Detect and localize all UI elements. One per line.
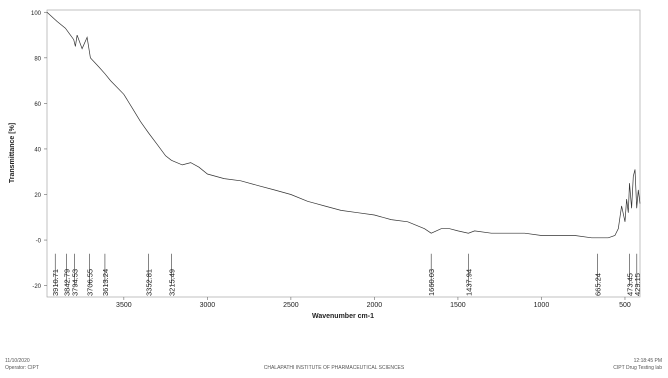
x-tick-label: 1500 [450,302,466,309]
peak-label: 3842.79 [63,269,72,296]
footer-operator: Operator: CIPT [5,365,39,371]
peak-label: 1660.03 [427,269,436,296]
peak-label: 665.24 [593,273,602,296]
y-tick-label: 100 [31,11,42,17]
plot-frame [46,9,641,298]
peak-label: 3794.53 [71,269,80,296]
peak-label: 1437.94 [464,269,473,296]
x-axis-title: Wavenumber cm-1 [312,313,374,320]
peak-label: 3215.49 [167,269,176,296]
y-tick-label: 80 [34,56,41,62]
x-tick-label: 2000 [367,302,383,309]
peak-label: 429.15 [633,273,642,296]
y-tick-label: -20 [32,284,41,290]
footer-date: 11/10/2020 [5,358,30,364]
y-axis-title: Transmittance [%] [9,123,16,183]
spectrum-line [46,12,641,239]
x-tick-label: 3500 [116,302,132,309]
footer-time: 12:18:45 PM [634,358,662,364]
peak-label: 3352.81 [144,269,153,296]
peak-label: 3706.55 [85,269,94,296]
footer-institute: CHALAPATHI INSTITUTE OF PHARMACEUTICAL S… [264,365,405,371]
y-tick-label: 40 [34,147,41,153]
y-tick-label: 60 [34,102,41,108]
x-tick-label: 1000 [534,302,550,309]
footer-lab: CIPT Drug Testing lab [613,365,662,371]
y-tick-label: 20 [34,193,41,199]
x-tick-label: 2500 [283,302,299,309]
peak-label: 3613.24 [101,269,110,296]
peak-label: 473.45 [625,273,634,296]
x-tick-label: 500 [619,302,631,309]
x-tick-label: 3000 [200,302,216,309]
peak-label: 3910.71 [51,269,60,296]
y-tick-label: -0 [36,239,42,245]
